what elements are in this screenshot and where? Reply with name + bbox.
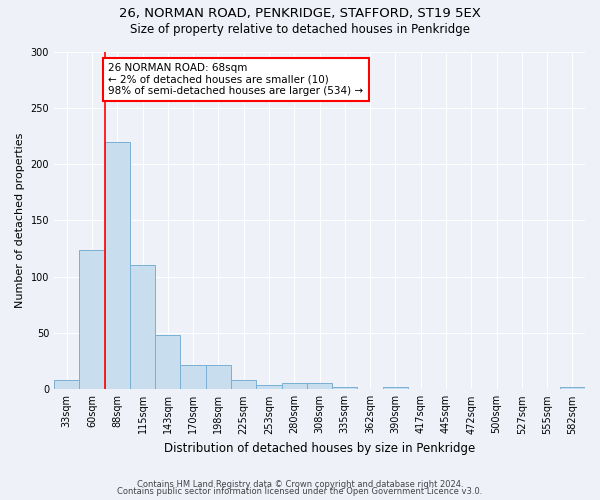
Bar xyxy=(206,364,231,390)
Bar xyxy=(104,142,130,390)
Bar xyxy=(307,382,332,390)
Bar xyxy=(281,382,307,390)
Text: 26, NORMAN ROAD, PENKRIDGE, STAFFORD, ST19 5EX: 26, NORMAN ROAD, PENKRIDGE, STAFFORD, ST… xyxy=(119,8,481,20)
Bar xyxy=(79,250,104,390)
Bar xyxy=(231,380,256,390)
Text: Size of property relative to detached houses in Penkridge: Size of property relative to detached ho… xyxy=(130,22,470,36)
Text: 26 NORMAN ROAD: 68sqm
← 2% of detached houses are smaller (10)
98% of semi-detac: 26 NORMAN ROAD: 68sqm ← 2% of detached h… xyxy=(109,63,364,96)
Bar xyxy=(130,266,155,390)
Bar xyxy=(256,385,281,390)
Text: Contains HM Land Registry data © Crown copyright and database right 2024.: Contains HM Land Registry data © Crown c… xyxy=(137,480,463,489)
Y-axis label: Number of detached properties: Number of detached properties xyxy=(15,132,25,308)
Text: Contains public sector information licensed under the Open Government Licence v3: Contains public sector information licen… xyxy=(118,487,482,496)
Bar xyxy=(560,387,585,390)
Bar xyxy=(332,387,358,390)
Bar xyxy=(181,364,206,390)
Bar xyxy=(155,336,181,390)
Bar xyxy=(54,380,79,390)
Bar xyxy=(383,387,408,390)
X-axis label: Distribution of detached houses by size in Penkridge: Distribution of detached houses by size … xyxy=(164,442,475,455)
